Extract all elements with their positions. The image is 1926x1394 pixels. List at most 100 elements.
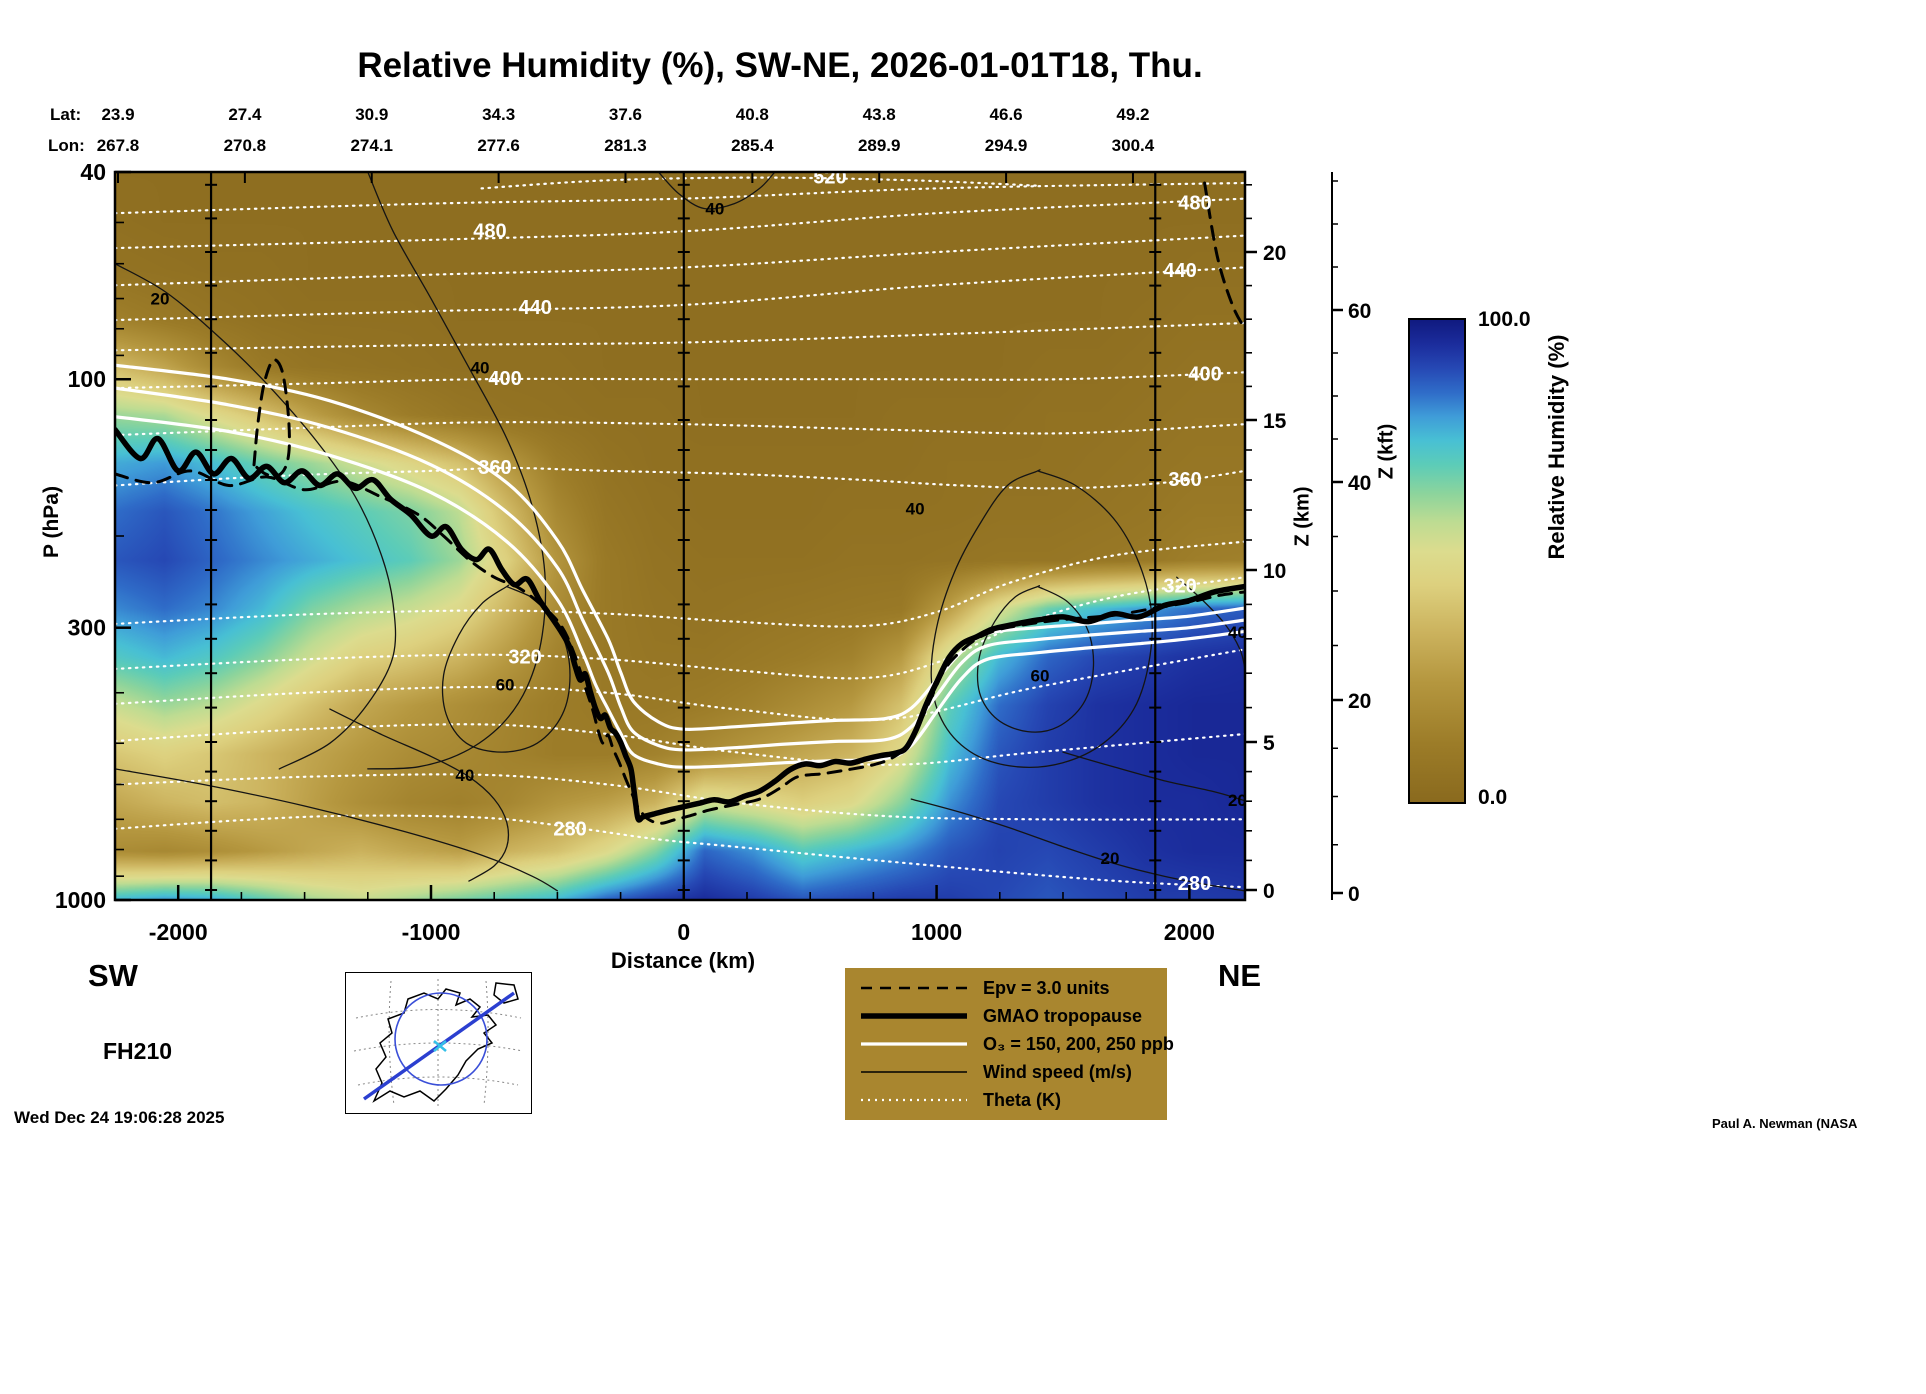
x-tick-label: 0 <box>677 919 690 945</box>
wind-contour-label: 40 <box>471 359 490 378</box>
lat-value: 34.3 <box>482 105 516 124</box>
legend-item-tropopause: GMAO tropopause <box>845 1002 1167 1030</box>
contour-theta-420 <box>115 321 1245 352</box>
lat-value: 37.6 <box>608 105 643 124</box>
contour-theta-480 <box>115 197 1245 250</box>
lon-value: 270.8 <box>223 136 267 155</box>
contour-theta-520 <box>480 176 1039 190</box>
x-axis-label: Distance (km) <box>610 948 756 973</box>
contour-theta-500 <box>115 181 1245 215</box>
wind-contour-label: 40 <box>906 499 925 518</box>
legend-label-ozone: O₃ = 150, 200, 250 ppb <box>983 1033 1174 1054</box>
lon-value: 274.1 <box>350 136 393 155</box>
wind-line-sample <box>861 1071 967 1073</box>
wind-contour-label: 60 <box>496 676 515 695</box>
z-kft-tick-label: 0 <box>1348 883 1360 906</box>
inset-locator-map <box>345 972 532 1114</box>
z-km-tick-label: 10 <box>1263 560 1286 583</box>
contour-epv-corner <box>1203 181 1245 331</box>
x-tick-label: -1000 <box>402 919 461 945</box>
x-tick-label: -2000 <box>149 919 208 945</box>
contour-o3-250 <box>115 363 1245 731</box>
lon-value: 294.9 <box>984 136 1028 155</box>
contour-theta-300 <box>115 723 1245 766</box>
theta-contour-label: 360 <box>478 457 511 479</box>
lat-value: 49.2 <box>1116 105 1150 124</box>
theta-contour-label: 280 <box>553 818 586 840</box>
credit-text: Paul A. Newman (NASA <box>1712 1116 1858 1131</box>
wind-contour-label: 40 <box>705 199 724 218</box>
page-title: Relative Humidity (%), SW-NE, 2026-01-01… <box>357 46 1203 85</box>
inset-map-graphic <box>353 979 524 1107</box>
creation-timestamp: Wed Dec 24 19:06:28 2025 <box>14 1108 225 1127</box>
lon-value: 267.8 <box>96 136 140 155</box>
theta-contour-label: 440 <box>1163 260 1196 282</box>
lat-value: 43.8 <box>862 105 896 124</box>
lat-value: 27.4 <box>228 105 262 124</box>
legend-item-wind: Wind speed (m/s) <box>845 1058 1167 1086</box>
lat-value: 23.9 <box>101 105 135 124</box>
z-km-tick-label: 20 <box>1263 242 1286 265</box>
contour-theta-360 <box>115 466 1245 490</box>
z-kft-tick-label: 20 <box>1348 690 1371 713</box>
z-kft-tick-label: 60 <box>1348 300 1371 323</box>
contour-wind-20-b <box>910 798 1245 892</box>
legend-label-wind: Wind speed (m/s) <box>983 1061 1132 1082</box>
contour-epv-main <box>115 469 1245 825</box>
rh-cross-section-canvas <box>115 172 1245 900</box>
legend-label-epv: Epv = 3.0 units <box>983 977 1110 998</box>
inset-center-marker <box>433 1040 447 1052</box>
contour-theta-440 <box>115 266 1245 322</box>
z-kft-axis-label: Z (kft) <box>1375 423 1398 480</box>
inset-coastline <box>372 982 519 1103</box>
lon-value: 281.3 <box>604 136 647 155</box>
reference-lines-group <box>205 172 1162 900</box>
theta-contour-label: 400 <box>1188 364 1221 386</box>
inset-range-circle <box>394 992 488 1086</box>
theta-line-sample <box>861 1098 967 1102</box>
sw-endpoint-label: SW <box>88 958 138 993</box>
theta-contour-label: 360 <box>1168 469 1201 491</box>
contour-wind-40-c <box>657 172 776 210</box>
contour-wind-20-c <box>1062 751 1245 802</box>
theta-contour-label: 320 <box>508 646 541 668</box>
y-tick-label: 40 <box>80 159 106 185</box>
x-tick-label: 2000 <box>1164 919 1215 945</box>
lon-value: 289.9 <box>857 136 901 155</box>
theta-contour-label: 440 <box>518 297 551 319</box>
lat-value: 46.6 <box>989 105 1023 124</box>
tropopause-line-sample <box>861 1013 967 1019</box>
theta-contour-label: 320 <box>1163 575 1196 597</box>
colorbar-max-label: 100.0 <box>1478 308 1531 331</box>
y-tick-label: 1000 <box>55 887 106 913</box>
theta-contour-label: 280 <box>1178 873 1211 895</box>
contours-group: 280 280 320 320 360 360 400 400 440 440 480 480 520 2… <box>115 172 1247 895</box>
forecast-hour-label: FH210 <box>103 1038 173 1064</box>
legend-item-ozone: O₃ = 150, 200, 250 ppb <box>845 1030 1174 1058</box>
colorbar-min-label: 0.0 <box>1478 786 1508 809</box>
contour-tropopause <box>115 426 1245 823</box>
ozone-line-sample <box>861 1042 967 1046</box>
theta-contour-label: 400 <box>488 368 521 390</box>
wind-contour-label: 40 <box>1228 623 1247 642</box>
colorbar <box>1408 318 1466 804</box>
plot-border <box>113 170 1247 902</box>
legend-item-theta: Theta (K) <box>845 1086 1167 1114</box>
lat-value: 30.9 <box>355 105 389 124</box>
wind-contour-label: 20 <box>151 290 170 309</box>
contour-theta-380 <box>115 421 1245 437</box>
contour-wind-40-a <box>367 172 547 770</box>
wind-contour-label: 60 <box>1031 667 1050 686</box>
z-km-tick-label: 0 <box>1263 880 1275 903</box>
contour-wind-20-a <box>115 263 397 770</box>
wind-contour-label: 20 <box>1228 791 1247 810</box>
colorbar-title: Relative Humidity (%) <box>1544 334 1569 560</box>
legend-label-theta: Theta (K) <box>983 1089 1061 1110</box>
contour-theta-320 <box>115 576 1245 680</box>
contour-theta-290 <box>115 773 1245 821</box>
contour-o3-200 <box>115 386 1245 752</box>
x-tick-label: 1000 <box>911 919 962 945</box>
contour-theta-340 <box>115 540 1245 628</box>
